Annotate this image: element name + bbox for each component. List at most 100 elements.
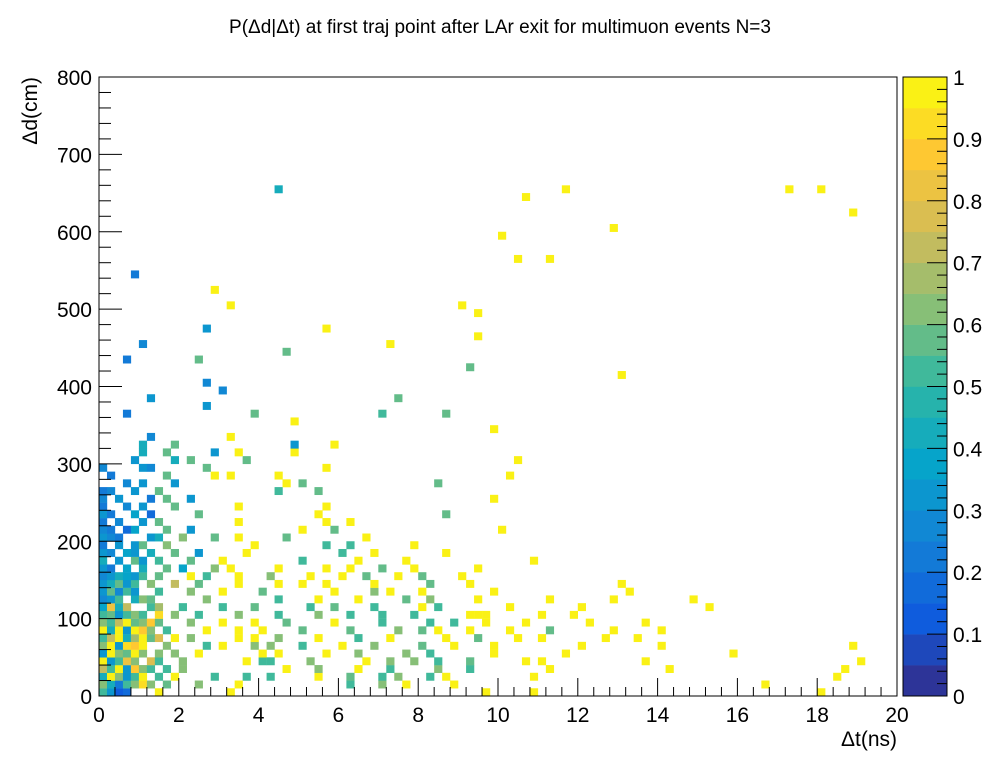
heatmap-cell [426, 618, 435, 627]
heatmap-cell [474, 332, 483, 341]
heatmap-cell [370, 548, 379, 557]
heatmap-cell [122, 355, 132, 364]
heatmap-cell [521, 618, 531, 627]
heatmap-cell [106, 641, 116, 650]
heatmap-cell [418, 603, 427, 612]
heatmap-cell [146, 533, 156, 542]
heatmap-cell [114, 672, 124, 681]
heatmap-cell [466, 665, 475, 673]
heatmap-cell [250, 634, 259, 643]
x-tick-label: 10 [486, 704, 509, 727]
heatmap-cell [146, 510, 156, 519]
heatmap-cell [330, 440, 339, 449]
heatmap-cell [106, 657, 116, 666]
heatmap-cell [114, 556, 124, 565]
heatmap-cell [162, 448, 172, 457]
heatmap-cell [154, 603, 164, 612]
heatmap-cell [482, 610, 491, 619]
heatmap-cell [274, 564, 283, 573]
heatmap-cell [298, 525, 307, 534]
heatmap-cell [857, 657, 866, 666]
heatmap-cell [154, 688, 164, 697]
colorbar-band [903, 200, 947, 233]
heatmap-cell [138, 665, 148, 673]
heatmap-cell [537, 610, 547, 619]
heatmap-cell [561, 649, 571, 658]
heatmap-cell [99, 518, 108, 526]
heatmap-cell [178, 564, 187, 573]
heatmap-cell [114, 579, 124, 588]
heatmap-cell [146, 657, 156, 666]
heatmap-cell [394, 394, 403, 403]
heatmap-cell [330, 587, 339, 596]
x-tick-label: 2 [173, 704, 185, 727]
x-tick-label: 20 [885, 704, 908, 727]
heatmap-cell [162, 541, 172, 550]
colorbar-band [903, 262, 947, 294]
heatmap-cell [106, 587, 116, 596]
heatmap-cell [106, 564, 116, 573]
heatmap-cell [394, 572, 403, 581]
heatmap-cell [154, 518, 164, 526]
heatmap-cell [154, 610, 164, 619]
heatmap-cell [130, 510, 140, 519]
heatmap-cell [226, 301, 235, 310]
heatmap-cell [250, 641, 259, 650]
heatmap-cell [633, 634, 642, 643]
heatmap-cell [474, 634, 483, 643]
heatmap-cell [354, 634, 363, 643]
heatmap-cell [162, 641, 172, 650]
heatmap-cell [833, 672, 842, 681]
heatmap-cell [122, 579, 132, 588]
heatmap-cell [186, 525, 195, 534]
heatmap-cell [442, 409, 451, 418]
heatmap-cell [442, 634, 451, 643]
colorbar-tick-label: 0.2 [953, 562, 982, 585]
heatmap-cell [466, 363, 475, 372]
colorbar-band [903, 138, 947, 171]
heatmap-cell [537, 634, 547, 643]
heatmap-cell [234, 448, 243, 457]
heatmap-cell [817, 688, 826, 697]
colorbar-tick-label: 0.8 [953, 191, 982, 214]
y-tick-label: 400 [57, 377, 92, 400]
colorbar-band [903, 355, 947, 387]
heatmap-cell [298, 641, 307, 650]
heatmap-cell [322, 579, 331, 588]
heatmap-cell [122, 587, 132, 596]
heatmap-cell [258, 657, 267, 666]
heatmap-cell [250, 409, 259, 418]
heatmap-cell [106, 672, 116, 681]
heatmap-cell [122, 502, 132, 511]
heatmap-cell [194, 680, 203, 689]
heatmap-cell [186, 618, 195, 627]
heatmap-cell [242, 672, 251, 681]
heatmap-cell [609, 224, 618, 232]
heatmap-cell [138, 634, 148, 643]
heatmap-cell [122, 626, 132, 635]
x-axis-title: Δt(ns) [841, 728, 897, 751]
heatmap-cell [322, 541, 331, 550]
heatmap-cell [474, 309, 483, 318]
colorbar-tick-label: 0 [953, 686, 965, 709]
heatmap-cell [170, 634, 179, 643]
heatmap-cell [178, 657, 187, 666]
heatmap-cell [601, 634, 610, 643]
heatmap-cell [226, 471, 235, 480]
heatmap-cell [346, 680, 355, 689]
y-tick-label: 500 [57, 299, 92, 322]
heatmap-cell [362, 657, 371, 666]
heatmap-cell [130, 587, 140, 596]
heatmap-cell [138, 518, 148, 526]
heatmap-cell [130, 556, 140, 565]
heatmap-cell [346, 626, 355, 635]
heatmap-cell [338, 641, 347, 650]
heatmap-cell [218, 641, 227, 650]
heatmap-cell [99, 510, 108, 519]
heatmap-cell [146, 618, 156, 627]
heatmap-cell [99, 665, 108, 673]
heatmap-cell [402, 595, 411, 604]
heatmap-cell [130, 548, 140, 557]
heatmap-cell [99, 610, 108, 619]
x-tick-label: 0 [93, 704, 105, 727]
